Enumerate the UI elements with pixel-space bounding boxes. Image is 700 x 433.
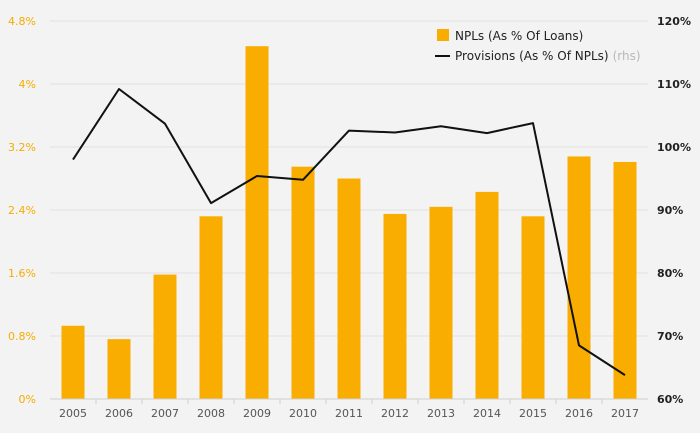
x-axis-ticks: 2005 2006 2007 2008 2009 2010 2011 2012 2013 2014… [59, 399, 639, 420]
left-axis-ticks: 0% 0.8% 1.6% 2.4% 3.2% 4% 4.8% [8, 15, 36, 406]
legend-label-provisions-suffix: (rhs) [613, 49, 641, 63]
right-tick-label: 110% [657, 78, 691, 91]
x-tick-label: 2006 [105, 407, 133, 420]
x-tick-label: 2012 [381, 407, 409, 420]
provisions-line [72, 88, 626, 376]
bar-2013 [429, 206, 453, 399]
x-tick-label: 2015 [519, 407, 547, 420]
legend: NPLs (As % Of Loans) Provisions (As % Of… [435, 29, 641, 63]
bar-2008 [199, 216, 223, 399]
bar-2015 [521, 216, 545, 399]
x-tick-label: 2008 [197, 407, 225, 420]
legend-label-provisions: Provisions (As % Of NPLs) (rhs) [455, 49, 641, 63]
left-tick-label: 0.8% [8, 330, 36, 343]
right-tick-label: 90% [657, 204, 683, 217]
bar-2011 [337, 178, 361, 399]
left-tick-label: 1.6% [8, 267, 36, 280]
bar-2014 [475, 191, 499, 399]
bar-series [61, 46, 637, 399]
left-tick-label: 3.2% [8, 141, 36, 154]
legend-swatch-npls [437, 29, 449, 41]
legend-label-provisions-name: Provisions (As % Of NPLs) [455, 49, 609, 63]
x-tick-label: 2017 [611, 407, 639, 420]
right-tick-label: 100% [657, 141, 691, 154]
right-tick-label: 60% [657, 393, 683, 406]
x-tick-label: 2005 [59, 407, 87, 420]
bar-2007 [153, 274, 177, 399]
x-tick-label: 2011 [335, 407, 363, 420]
x-tick-label: 2014 [473, 407, 501, 420]
bar-2016 [567, 156, 591, 399]
right-tick-label: 70% [657, 330, 683, 343]
x-tick-label: 2010 [289, 407, 317, 420]
bar-2010 [291, 166, 315, 399]
x-tick-label: 2013 [427, 407, 455, 420]
x-tick-label: 2009 [243, 407, 271, 420]
left-tick-label: 2.4% [8, 204, 36, 217]
legend-label-npls: NPLs (As % Of Loans) [455, 29, 583, 43]
right-axis-ticks: 60% 70% 80% 90% 100% 110% 120% [657, 15, 691, 406]
bar-2017 [613, 161, 637, 399]
right-tick-label: 120% [657, 15, 691, 28]
bar-2012 [383, 213, 407, 399]
x-tick-label: 2007 [151, 407, 179, 420]
right-tick-label: 80% [657, 267, 683, 280]
x-tick-label: 2016 [565, 407, 593, 420]
left-tick-label: 4% [19, 78, 36, 91]
bar-2009 [245, 46, 269, 399]
bar-2006 [107, 339, 131, 399]
left-tick-label: 0% [19, 393, 36, 406]
bar-2005 [61, 325, 85, 399]
left-tick-label: 4.8% [8, 15, 36, 28]
